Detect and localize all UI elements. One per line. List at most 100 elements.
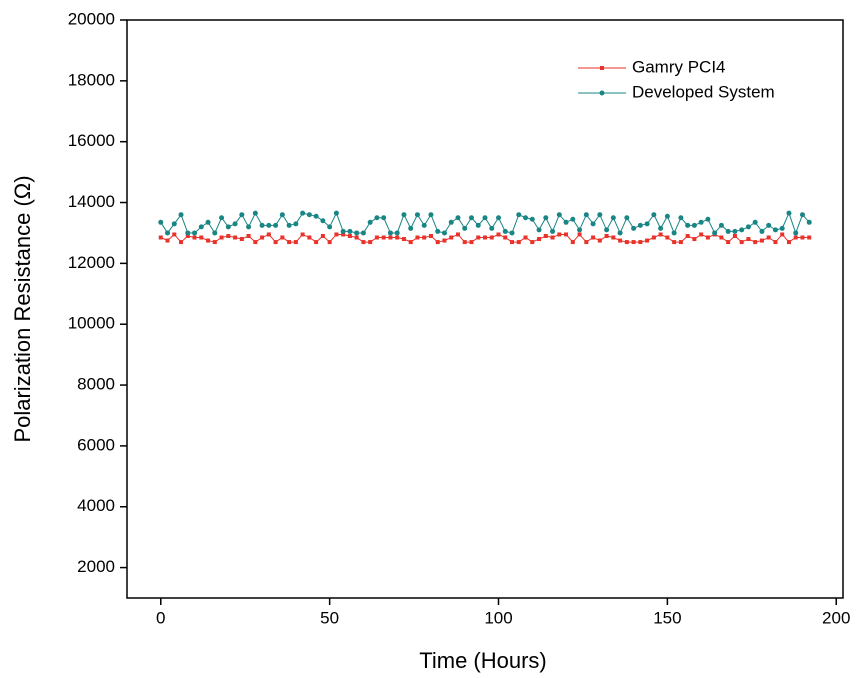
point <box>712 230 718 236</box>
point <box>462 225 468 231</box>
point <box>212 240 217 245</box>
point <box>354 235 359 240</box>
point <box>590 221 596 227</box>
point <box>415 235 420 240</box>
point <box>206 238 211 243</box>
point <box>475 222 481 228</box>
y-tick-label: 12000 <box>68 253 115 272</box>
point <box>313 213 319 219</box>
point <box>537 237 542 242</box>
point <box>496 232 501 237</box>
point <box>597 238 602 243</box>
point <box>577 232 582 237</box>
point <box>442 238 447 243</box>
point <box>509 230 515 236</box>
point <box>759 228 765 234</box>
point <box>489 235 494 240</box>
point <box>807 235 812 240</box>
point <box>793 230 799 236</box>
point <box>800 235 805 240</box>
point <box>726 240 731 245</box>
point <box>685 233 690 238</box>
point <box>462 240 467 245</box>
point <box>165 238 170 243</box>
point <box>671 230 677 236</box>
point <box>570 216 576 222</box>
point <box>591 235 596 240</box>
point <box>780 232 785 237</box>
point <box>631 240 636 245</box>
point <box>395 235 400 240</box>
point <box>604 227 610 233</box>
point <box>664 213 670 219</box>
point <box>381 215 387 221</box>
point <box>225 224 231 230</box>
point <box>192 235 197 240</box>
point <box>529 216 535 222</box>
point <box>745 224 751 230</box>
point <box>645 238 650 243</box>
point <box>597 212 603 218</box>
point <box>273 222 279 228</box>
point <box>455 232 460 237</box>
point <box>536 227 542 233</box>
point <box>428 212 434 218</box>
point <box>178 212 184 218</box>
point <box>320 233 325 238</box>
point <box>793 235 798 240</box>
point <box>219 215 225 221</box>
plot-frame <box>126 19 844 599</box>
point <box>273 240 278 245</box>
point <box>179 240 184 245</box>
point <box>705 235 710 240</box>
legend-marker <box>600 66 604 70</box>
point <box>327 224 333 230</box>
point <box>455 215 461 221</box>
point <box>779 225 785 231</box>
point <box>387 230 393 236</box>
point <box>233 235 238 240</box>
point <box>246 224 252 230</box>
point <box>624 215 630 221</box>
point <box>279 212 285 218</box>
point <box>516 212 522 218</box>
point <box>448 219 454 225</box>
point <box>246 233 251 238</box>
point <box>266 222 272 228</box>
legend-label: Developed System <box>632 82 775 101</box>
point <box>746 237 751 242</box>
point <box>752 219 758 225</box>
point <box>286 222 292 228</box>
x-tick-label: 0 <box>156 608 165 627</box>
point <box>584 240 589 245</box>
point <box>381 235 386 240</box>
point <box>658 225 664 231</box>
point <box>496 215 502 221</box>
point <box>158 219 164 225</box>
point <box>651 212 657 218</box>
point <box>307 235 312 240</box>
point <box>428 233 433 238</box>
point <box>388 235 393 240</box>
point <box>334 232 339 237</box>
point <box>570 240 575 245</box>
x-tick-label: 200 <box>822 608 850 627</box>
point <box>510 240 515 245</box>
x-tick-label: 100 <box>484 608 512 627</box>
point <box>252 210 258 216</box>
point <box>806 219 812 225</box>
point <box>550 235 555 240</box>
point <box>618 238 623 243</box>
point <box>772 227 778 233</box>
point <box>205 219 211 225</box>
point <box>624 240 629 245</box>
point <box>583 212 589 218</box>
point <box>665 235 670 240</box>
point <box>759 238 764 243</box>
point <box>239 212 245 218</box>
point <box>637 222 643 228</box>
point <box>401 237 406 242</box>
point <box>266 232 271 237</box>
point <box>678 215 684 221</box>
point <box>631 225 637 231</box>
